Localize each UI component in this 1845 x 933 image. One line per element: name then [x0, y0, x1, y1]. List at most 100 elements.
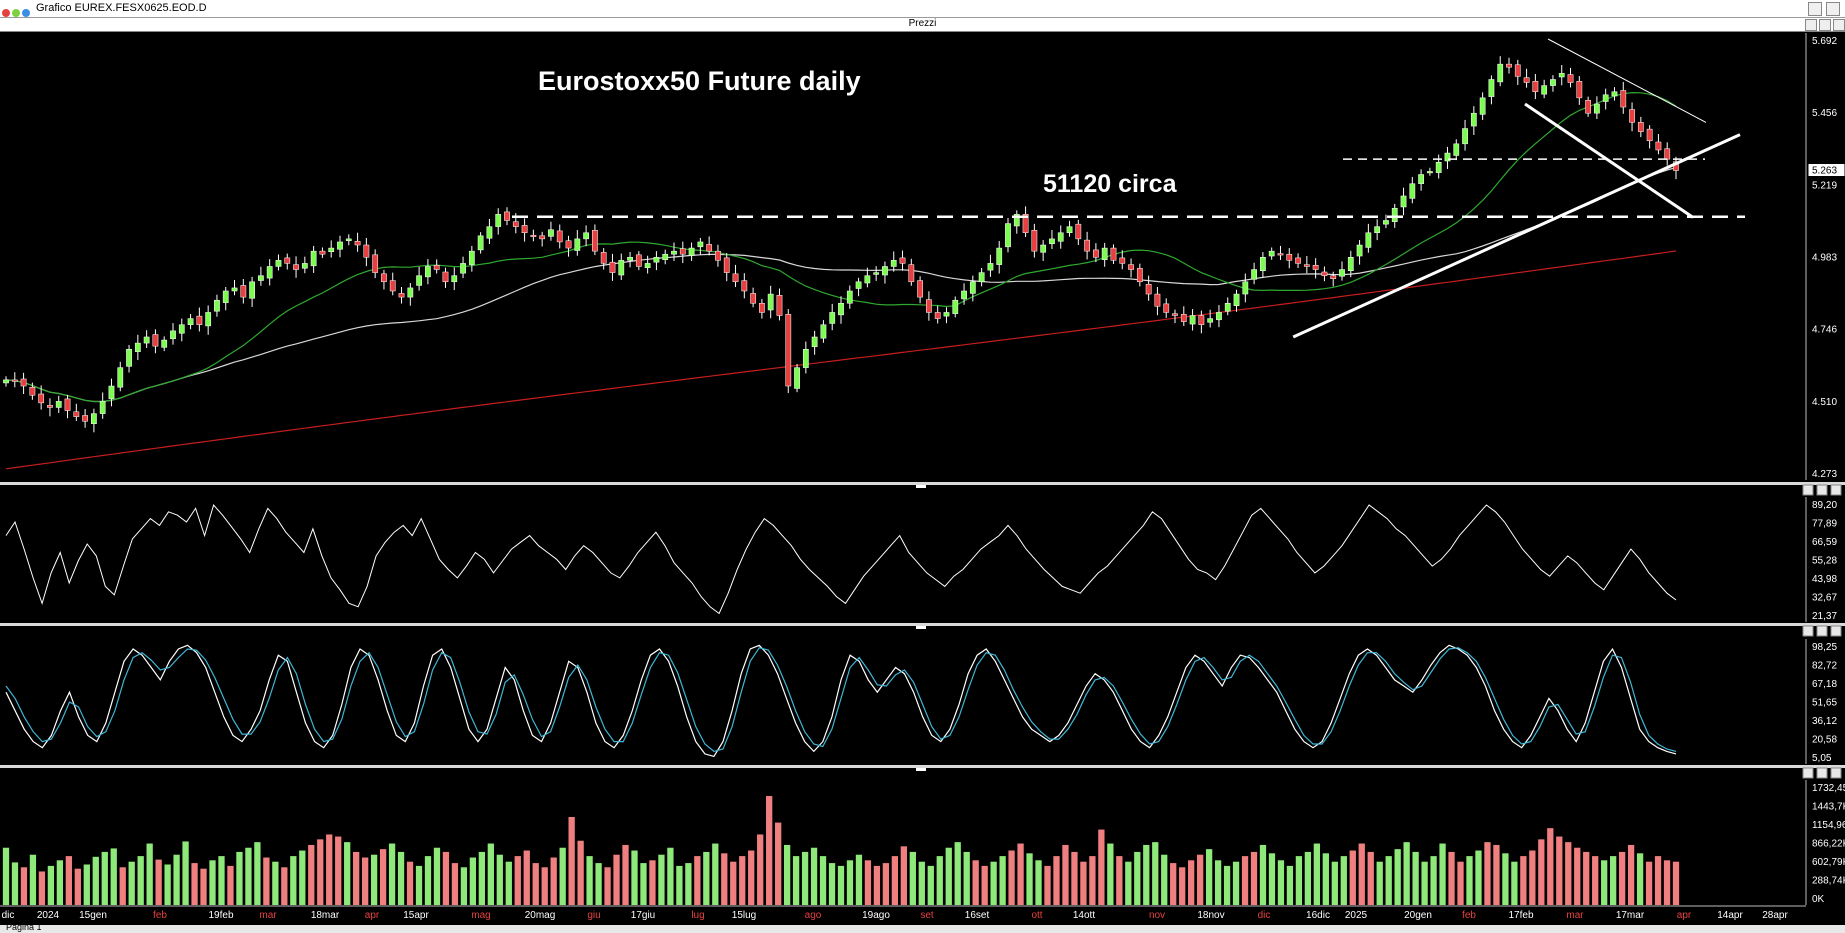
- candle-down: [1295, 257, 1301, 264]
- date-tick-label: dic: [2, 910, 15, 921]
- candle-up: [1400, 195, 1407, 208]
- candle-down: [759, 302, 765, 313]
- green-dot-icon[interactable]: [12, 9, 20, 17]
- price-panel-header: Prezzi: [0, 18, 1845, 32]
- volume-bar-down: [972, 860, 979, 905]
- volume-bar-up: [29, 854, 37, 905]
- candle-down: [1664, 148, 1671, 160]
- volume-bar-down: [864, 860, 872, 905]
- volume-bar-down: [1188, 860, 1195, 905]
- candle-up: [1040, 244, 1047, 253]
- volume-bar-up: [1502, 853, 1509, 905]
- oscillator-tick-label: 43,98: [1812, 574, 1837, 585]
- candle-up: [1101, 247, 1108, 260]
- candle-down: [1084, 239, 1090, 252]
- volume-bar-up: [236, 851, 243, 905]
- volume-bar-down: [1520, 856, 1527, 905]
- candle-down: [319, 250, 326, 255]
- volume-bar-up: [397, 851, 405, 905]
- candle-down: [706, 244, 713, 252]
- candle-up: [697, 241, 704, 248]
- stochastic-panel: 98,25 82,72 67,18 51,65 36,12 20,58 5,05: [0, 639, 1845, 779]
- candle-down: [679, 248, 686, 255]
- window-title: Grafico EUREX.FESX0625.EOD.D: [36, 2, 207, 14]
- candle-down: [1620, 90, 1627, 108]
- volume-bar-down: [568, 816, 575, 905]
- panel-minimize-button: [1802, 767, 1814, 779]
- volume-bar-up: [819, 856, 827, 905]
- candle-up: [882, 266, 888, 276]
- price-panel: 5.692 5.456 5.219 4.983 4.746 4.510 4.273 5.263: [0, 33, 1845, 496]
- volume-bar-down: [514, 856, 521, 905]
- volume-bar-up: [1214, 860, 1222, 905]
- volume-bar-down: [1250, 851, 1258, 905]
- candle-up: [811, 336, 818, 348]
- volume-bar-down: [20, 867, 28, 905]
- volume-bar-down: [155, 859, 162, 905]
- date-tick-label: 17mar: [1616, 910, 1645, 921]
- candle-up: [451, 275, 458, 283]
- date-tick-label: feb: [1462, 910, 1476, 921]
- candle-down: [1031, 230, 1038, 252]
- volume-bar-up: [173, 854, 180, 905]
- volume-bar-down: [1053, 856, 1060, 905]
- candle-up: [266, 266, 273, 279]
- oscillator-tick-label: 66,59: [1812, 537, 1837, 548]
- candle-up: [310, 250, 317, 267]
- volume-bar-up: [667, 847, 674, 905]
- panel-minimize-button: [1802, 484, 1814, 496]
- candle-up: [1224, 302, 1231, 312]
- volume-bar-up: [559, 847, 566, 905]
- volume-bar-up: [460, 867, 468, 905]
- volume-bar-down: [1241, 856, 1249, 905]
- candle-up: [1242, 281, 1249, 295]
- oscillator-tick-label: 32,67: [1812, 593, 1837, 604]
- volume-bar-up: [1322, 853, 1329, 905]
- volume-bar-up: [828, 863, 836, 905]
- volume-bar-down: [65, 856, 72, 905]
- volume-bar-up: [218, 856, 225, 905]
- red-dot-icon[interactable]: [2, 9, 10, 17]
- candle-down: [152, 334, 159, 347]
- candle-up: [1216, 312, 1222, 321]
- volume-tick-label: 602,79K: [1812, 857, 1845, 868]
- candle-down: [1022, 214, 1029, 233]
- stochastic-tick-label: 67,18: [1812, 679, 1837, 690]
- volume-bar-down: [38, 871, 46, 905]
- date-tick-label: 20gen: [1404, 910, 1432, 921]
- volume-bar-down: [694, 856, 701, 905]
- volume-bar-down: [523, 850, 530, 905]
- volume-bar-up: [810, 847, 818, 905]
- minimize-button[interactable]: [1808, 2, 1822, 16]
- volume-bar-down: [1592, 856, 1599, 905]
- candle-up: [802, 348, 809, 368]
- page-tab[interactable]: Pagina 1: [6, 922, 42, 932]
- stochastic-tick-label: 82,72: [1812, 661, 1837, 672]
- candle-down: [284, 257, 291, 264]
- candle-up: [1462, 128, 1468, 145]
- window-status-dots: [2, 4, 32, 22]
- candle-up: [3, 379, 9, 384]
- volume-bar-down: [119, 867, 126, 905]
- candle-down: [565, 240, 572, 249]
- candle-down: [20, 378, 27, 387]
- candle-up: [996, 247, 1003, 265]
- panel-minimize-button[interactable]: [1805, 19, 1817, 31]
- volume-bar-down: [604, 867, 611, 905]
- volume-bar-up: [685, 863, 692, 905]
- candle-down: [11, 379, 18, 382]
- candle-down: [1119, 257, 1126, 264]
- volume-bar-up: [146, 843, 153, 905]
- candle-up: [855, 281, 862, 289]
- volume-bar-up: [658, 854, 665, 905]
- candle-up: [1418, 174, 1424, 184]
- candle-up: [1189, 315, 1196, 325]
- close-button[interactable]: [1826, 2, 1840, 16]
- candle-up: [820, 324, 827, 339]
- candle-up: [187, 318, 194, 325]
- volume-bar-down: [1627, 844, 1635, 905]
- date-tick-label: lug: [691, 910, 704, 921]
- candle-up: [1541, 85, 1548, 95]
- blue-dot-icon[interactable]: [22, 9, 30, 17]
- panel-maximize-button[interactable]: [1819, 19, 1831, 31]
